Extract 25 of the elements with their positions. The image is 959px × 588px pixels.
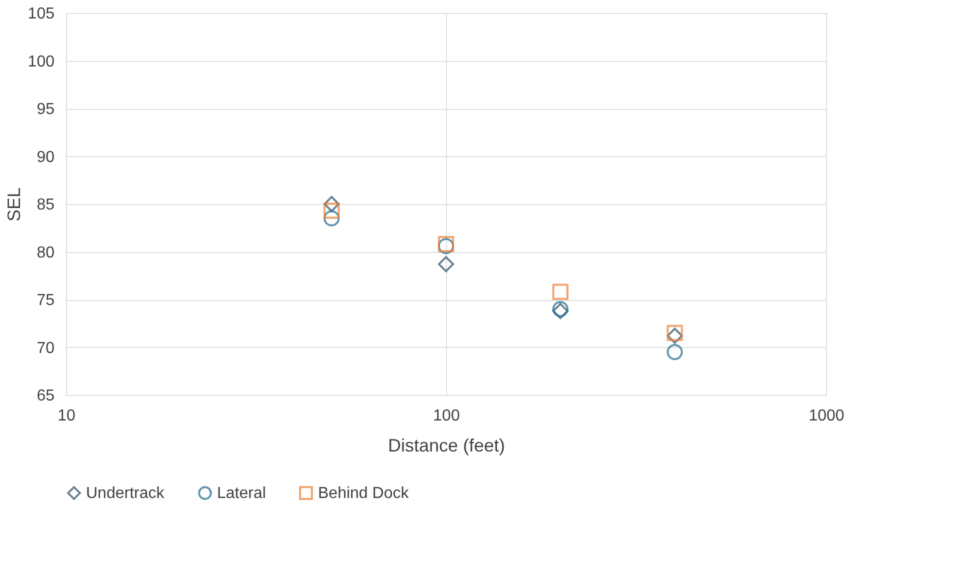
point — [552, 284, 568, 300]
x-tick-label: 100 — [433, 408, 460, 424]
y-tick-label: 105 — [28, 6, 55, 22]
point — [666, 344, 683, 360]
legend-label: Lateral — [217, 485, 266, 502]
point — [324, 210, 340, 226]
point — [666, 328, 683, 344]
legend-label: Undertrack — [86, 485, 166, 502]
point — [324, 202, 340, 219]
point — [438, 256, 454, 272]
legend-label: Behind Dock — [318, 485, 410, 502]
y-tick-label: 85 — [36, 196, 55, 214]
point — [666, 324, 683, 341]
y-tick-label: 65 — [36, 388, 55, 404]
y-tick-label: 100 — [28, 53, 55, 70]
x-axis-title: Distance (feet) — [388, 436, 506, 456]
y-axis-title: SEL — [4, 187, 24, 222]
y-tick-label: 70 — [36, 340, 55, 357]
y-tick-label: 90 — [36, 148, 55, 166]
y-tick-label: 80 — [36, 244, 55, 262]
point — [324, 196, 340, 212]
y-tick-label: 75 — [36, 292, 55, 309]
y-tick-label: 95 — [36, 101, 55, 118]
x-tick-label: 1000 — [808, 408, 844, 424]
x-tick-label: 10 — [58, 408, 76, 424]
